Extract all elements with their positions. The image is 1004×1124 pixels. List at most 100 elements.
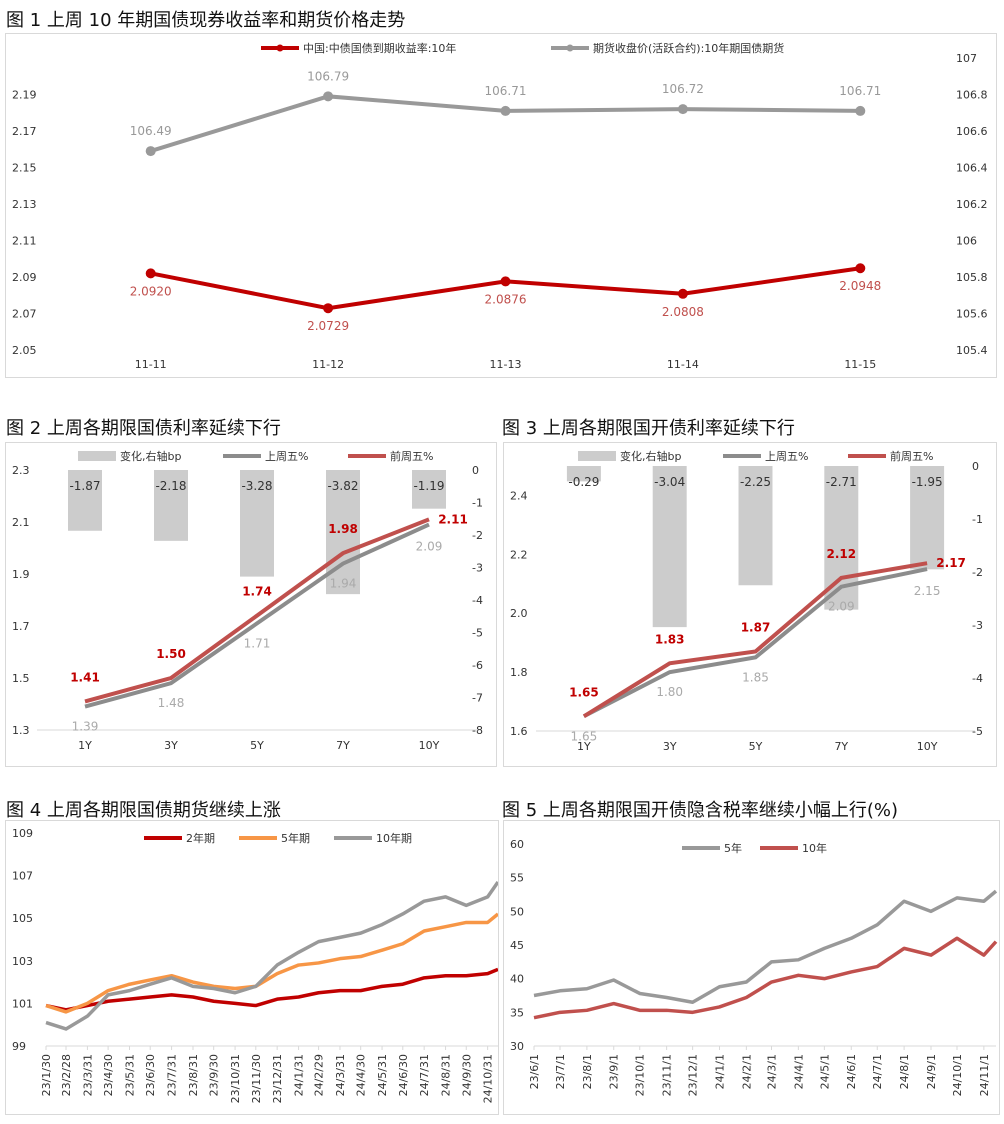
data-label: 2.0729	[307, 319, 349, 333]
bar	[738, 466, 773, 586]
chart3-svg: 1.6 1.8 2.0 2.2 2.4 -5 -4 -3 -2 -1 0 1Y 3Y 5Y 7Y 10Y -0.…	[510, 449, 983, 753]
bar-label: -3.82	[327, 479, 358, 493]
y-left-tick-label: 1.9	[12, 568, 30, 581]
data-label: 1.48	[158, 696, 185, 710]
y-right-tick-label: -5	[472, 627, 483, 640]
y-right-tick-label: -2	[972, 566, 983, 579]
legend-label: 前周五%	[390, 449, 433, 463]
chart5-svg: 30 35 40 45 50 55 60 23/6/1 23/7/1 23/8/1 23/9/1 23…	[510, 838, 998, 1096]
series-line	[533, 889, 998, 1004]
bar-label: -2.71	[826, 475, 857, 489]
chart1-title: 图 1 上周 10 年期国债现券收益率和期货价格走势	[6, 10, 406, 31]
x-tick-label: 24/8/31	[440, 1054, 453, 1096]
x-tick-label: 5Y	[250, 739, 264, 752]
x-tick-label: 24/4/1	[792, 1054, 805, 1089]
legend-label: 5年	[724, 841, 742, 855]
y-left-tick-label: 2.3	[12, 464, 30, 477]
data-label: 2.12	[826, 547, 856, 561]
x-tick-label: 24/10/31	[482, 1054, 495, 1103]
x-tick-label: 11-14	[667, 358, 699, 371]
data-point	[145, 268, 156, 279]
series-line	[582, 561, 928, 718]
y-tick-label: 55	[510, 872, 524, 885]
data-point	[677, 288, 688, 299]
data-label: 1.50	[156, 647, 186, 661]
x-tick-label: 23/12/1	[687, 1054, 700, 1096]
x-tick-label: 23/4/30	[102, 1054, 115, 1096]
chart5-title: 图 5 上周各期限国开债隐含税率继续小幅上行(%)	[502, 800, 899, 821]
y-left-tick-label: 2.0	[510, 607, 528, 620]
series-line	[45, 967, 498, 1012]
series-line	[582, 567, 928, 719]
data-label: 1.83	[655, 632, 685, 646]
y-left-tick-label: 1.3	[12, 724, 30, 737]
y-tick-label: 60	[510, 838, 524, 851]
y-right-tick-label: 0	[972, 460, 979, 473]
y-right-tick-label: 107	[956, 52, 977, 65]
x-tick-label: 23/8/1	[581, 1054, 594, 1089]
series-line	[45, 880, 498, 1031]
data-label: 2.0948	[839, 279, 881, 293]
x-tick-label: 24/4/30	[355, 1054, 368, 1096]
data-label: 1.65	[569, 685, 599, 699]
x-tick-label: 24/7/31	[418, 1054, 431, 1096]
y-tick-label: 35	[510, 1006, 524, 1019]
data-point	[500, 276, 511, 287]
x-tick-label: 23/11/1	[661, 1054, 674, 1096]
data-label: 1.65	[571, 729, 598, 743]
y-left-tick-label: 1.8	[510, 666, 528, 679]
chart2-panel: 1.3 1.5 1.7 1.9 2.1 2.3 -8 -7 -6 -5 -4 -3 -2 -1 0 1Y 3Y 5…	[5, 442, 497, 767]
x-tick-label: 24/1/31	[293, 1054, 306, 1096]
y-right-tick-label: -7	[472, 692, 483, 705]
y-right-tick-label: 106.8	[956, 89, 988, 102]
chart4-title: 图 4 上周各期限国债期货继续上涨	[6, 800, 281, 821]
x-tick-label: 24/3/31	[334, 1054, 347, 1096]
chart4-svg: 99 101 103 105 107 109 23/1/30 23/2/28 23/3/31 23…	[12, 827, 498, 1103]
x-tick-label: 11-12	[312, 358, 344, 371]
legend-label: 2年期	[186, 831, 215, 845]
y-right-tick-label: 105.6	[956, 308, 988, 321]
y-left-tick-label: 2.15	[12, 162, 37, 175]
x-tick-label: 24/2/29	[313, 1054, 326, 1096]
x-tick-label: 24/1/1	[713, 1054, 726, 1089]
bar	[652, 466, 687, 628]
chart1-svg: 2.05 2.07 2.09 2.11 2.13 2.15 2.17 2.19 105.4 105…	[12, 41, 988, 371]
y-right-tick-label: 105.4	[956, 344, 988, 357]
data-point	[677, 104, 688, 115]
x-tick-label: 24/9/1	[925, 1054, 938, 1089]
x-tick-label: 24/5/31	[376, 1054, 389, 1096]
x-tick-label: 24/8/1	[898, 1054, 911, 1089]
x-tick-label: 23/5/31	[123, 1054, 136, 1096]
series-line	[533, 936, 998, 1020]
data-label: 1.87	[741, 621, 771, 635]
bar-label: -0.29	[568, 475, 599, 489]
data-label: 106.49	[130, 124, 172, 138]
legend-label: 上周五%	[265, 450, 308, 463]
y-left-tick-label: 2.11	[12, 235, 37, 248]
y-tick-label: 101	[12, 997, 33, 1010]
data-label: 2.17	[936, 556, 966, 570]
legend-label: 10年	[802, 841, 827, 855]
x-tick-label: 7Y	[834, 740, 848, 753]
data-point	[855, 105, 866, 116]
data-label: 106.79	[307, 69, 349, 83]
y-right-tick-label: -3	[472, 562, 483, 575]
data-label: 1.94	[330, 577, 357, 591]
legend-label: 期货收盘价(活跃合约):10年期国债期货	[593, 41, 784, 55]
y-right-tick-label: -8	[472, 724, 483, 737]
x-tick-label: 11-13	[490, 358, 522, 371]
data-label: 1.80	[656, 685, 683, 699]
x-tick-label: 1Y	[577, 740, 591, 753]
legend-marker	[566, 44, 574, 52]
series-line	[84, 517, 430, 704]
data-label: 2.0808	[662, 305, 704, 319]
x-tick-label: 24/3/1	[766, 1054, 779, 1089]
data-label: 106.71	[839, 84, 881, 98]
y-tick-label: 103	[12, 955, 33, 968]
x-tick-label: 23/9/30	[208, 1054, 221, 1096]
data-point	[145, 146, 156, 157]
legend-label: 5年期	[281, 831, 310, 845]
bar	[154, 470, 188, 541]
legend-swatch	[578, 451, 616, 461]
bar	[412, 470, 446, 509]
